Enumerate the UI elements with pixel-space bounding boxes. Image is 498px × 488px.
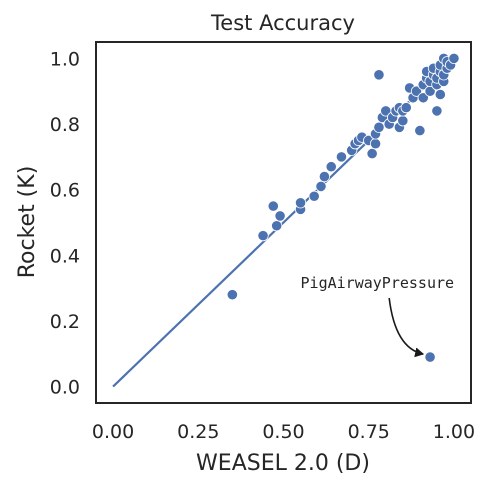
data-point <box>315 180 327 192</box>
data-point <box>325 161 337 173</box>
data-point <box>226 289 238 301</box>
y-tick-label: 0.6 <box>50 180 80 202</box>
data-point <box>424 351 436 363</box>
data-point <box>271 220 283 232</box>
x-tick-label: 1.00 <box>433 421 475 443</box>
plot-frame <box>95 41 472 404</box>
annotation-arrow <box>388 297 425 358</box>
data-point <box>434 88 446 101</box>
chart-title: Test Accuracy <box>210 11 355 35</box>
data-point <box>308 190 320 202</box>
data-point <box>410 85 423 97</box>
data-point <box>294 197 307 209</box>
data-point <box>318 170 331 183</box>
data-point <box>397 115 409 127</box>
y-tick-label: 0.2 <box>50 311 80 333</box>
data-point <box>431 105 443 117</box>
y-tick-label: 0.8 <box>50 114 80 136</box>
x-tick-label: 0.25 <box>177 421 219 443</box>
x-axis-label: WEASEL 2.0 (D) <box>196 451 370 476</box>
data-point <box>257 230 269 242</box>
data-point <box>366 147 378 160</box>
data-point <box>373 69 385 81</box>
data-point <box>369 138 382 150</box>
x-tick-label: 0.00 <box>92 421 134 443</box>
y-tick-label: 0.4 <box>50 245 80 267</box>
y-axis-label: Rocket (K) <box>15 166 40 279</box>
y-tick-label: 0.0 <box>50 377 80 399</box>
data-point <box>448 52 460 65</box>
data-point <box>414 125 426 137</box>
data-point <box>274 210 286 222</box>
data-point <box>373 121 385 133</box>
y-tick-label: 1.0 <box>50 48 80 70</box>
x-tick-label: 0.50 <box>262 421 304 443</box>
data-point <box>267 200 279 212</box>
annotation-label: PigAirwayPressure <box>301 274 455 292</box>
x-tick-label: 0.75 <box>348 421 390 443</box>
data-point <box>417 92 429 104</box>
data-point <box>335 151 348 163</box>
data-point <box>400 102 412 114</box>
